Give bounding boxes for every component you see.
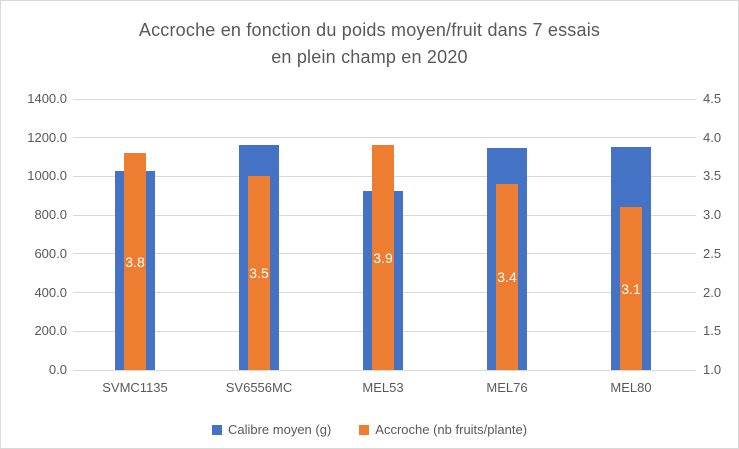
accroche-bar bbox=[124, 153, 146, 370]
accroche-data-label: 3.9 bbox=[373, 249, 393, 266]
right-axis-tick-label: 3.5 bbox=[703, 168, 722, 184]
legend-color-swatch-icon bbox=[359, 425, 370, 435]
right-axis-tick-label: 1.0 bbox=[703, 362, 722, 377]
accroche-bar bbox=[372, 145, 394, 370]
accroche-data-label: 3.5 bbox=[249, 265, 269, 282]
left-axis-tick-label: 400.0 bbox=[34, 284, 67, 300]
right-axis-tick-label: 2.5 bbox=[703, 245, 722, 261]
gridline bbox=[73, 98, 696, 100]
left-axis-tick-label: 1000.0 bbox=[27, 168, 67, 184]
right-axis-tick-label: 3.0 bbox=[703, 207, 722, 223]
accroche-data-label: 3.8 bbox=[125, 253, 145, 270]
plot-area: 3.8 3.5 3.9 3.4 3.1 bbox=[73, 98, 696, 371]
left-axis-tick-label: 800.0 bbox=[34, 207, 67, 223]
legend-item: Accroche (nb fruits/plante) bbox=[359, 422, 527, 438]
accroche-data-label: 3.4 bbox=[497, 269, 517, 286]
left-axis-tick-label: 0.0 bbox=[48, 362, 67, 377]
accroche-data-label: 3.1 bbox=[621, 280, 641, 297]
accroche-bar bbox=[248, 176, 270, 370]
left-axis-tick-label: 1200.0 bbox=[27, 129, 67, 145]
right-axis-tick-label: 1.5 bbox=[703, 323, 722, 339]
legend-item: Calibre moyen (g) bbox=[211, 422, 332, 438]
right-axis-tick-label: 4.0 bbox=[703, 129, 722, 145]
category-label: MEL53 bbox=[362, 380, 404, 395]
accroche-bar bbox=[496, 184, 518, 370]
chart-title-line1: Accroche en fonction du poids moyen/frui… bbox=[138, 20, 601, 40]
gridline bbox=[73, 137, 696, 139]
category-label: MEL80 bbox=[610, 380, 652, 395]
legend-label: Calibre moyen (g) bbox=[227, 422, 332, 437]
right-axis-tick-label: 4.5 bbox=[703, 91, 722, 106]
left-axis-tick-label: 600.0 bbox=[34, 245, 67, 261]
left-axis-tick-label: 200.0 bbox=[34, 323, 67, 339]
category-label: SVMC1135 bbox=[102, 380, 168, 395]
gridline bbox=[73, 369, 696, 371]
left-axis-tick-label: 1400.0 bbox=[27, 91, 67, 106]
legend-label: Accroche (nb fruits/plante) bbox=[375, 422, 528, 437]
legend-color-swatch-icon bbox=[211, 425, 222, 435]
chart-title-line2: en plein champ en 2020 bbox=[271, 47, 468, 67]
legend: Calibre moyen (g) Accroche (nb fruits/pla… bbox=[1, 420, 738, 440]
right-axis-tick-label: 2.0 bbox=[703, 284, 722, 300]
chart-title: Accroche en fonction du poids moyen/frui… bbox=[1, 17, 738, 71]
accroche-bar bbox=[620, 207, 642, 370]
category-label: MEL76 bbox=[486, 380, 528, 395]
category-label: SV6556MC bbox=[225, 380, 293, 395]
